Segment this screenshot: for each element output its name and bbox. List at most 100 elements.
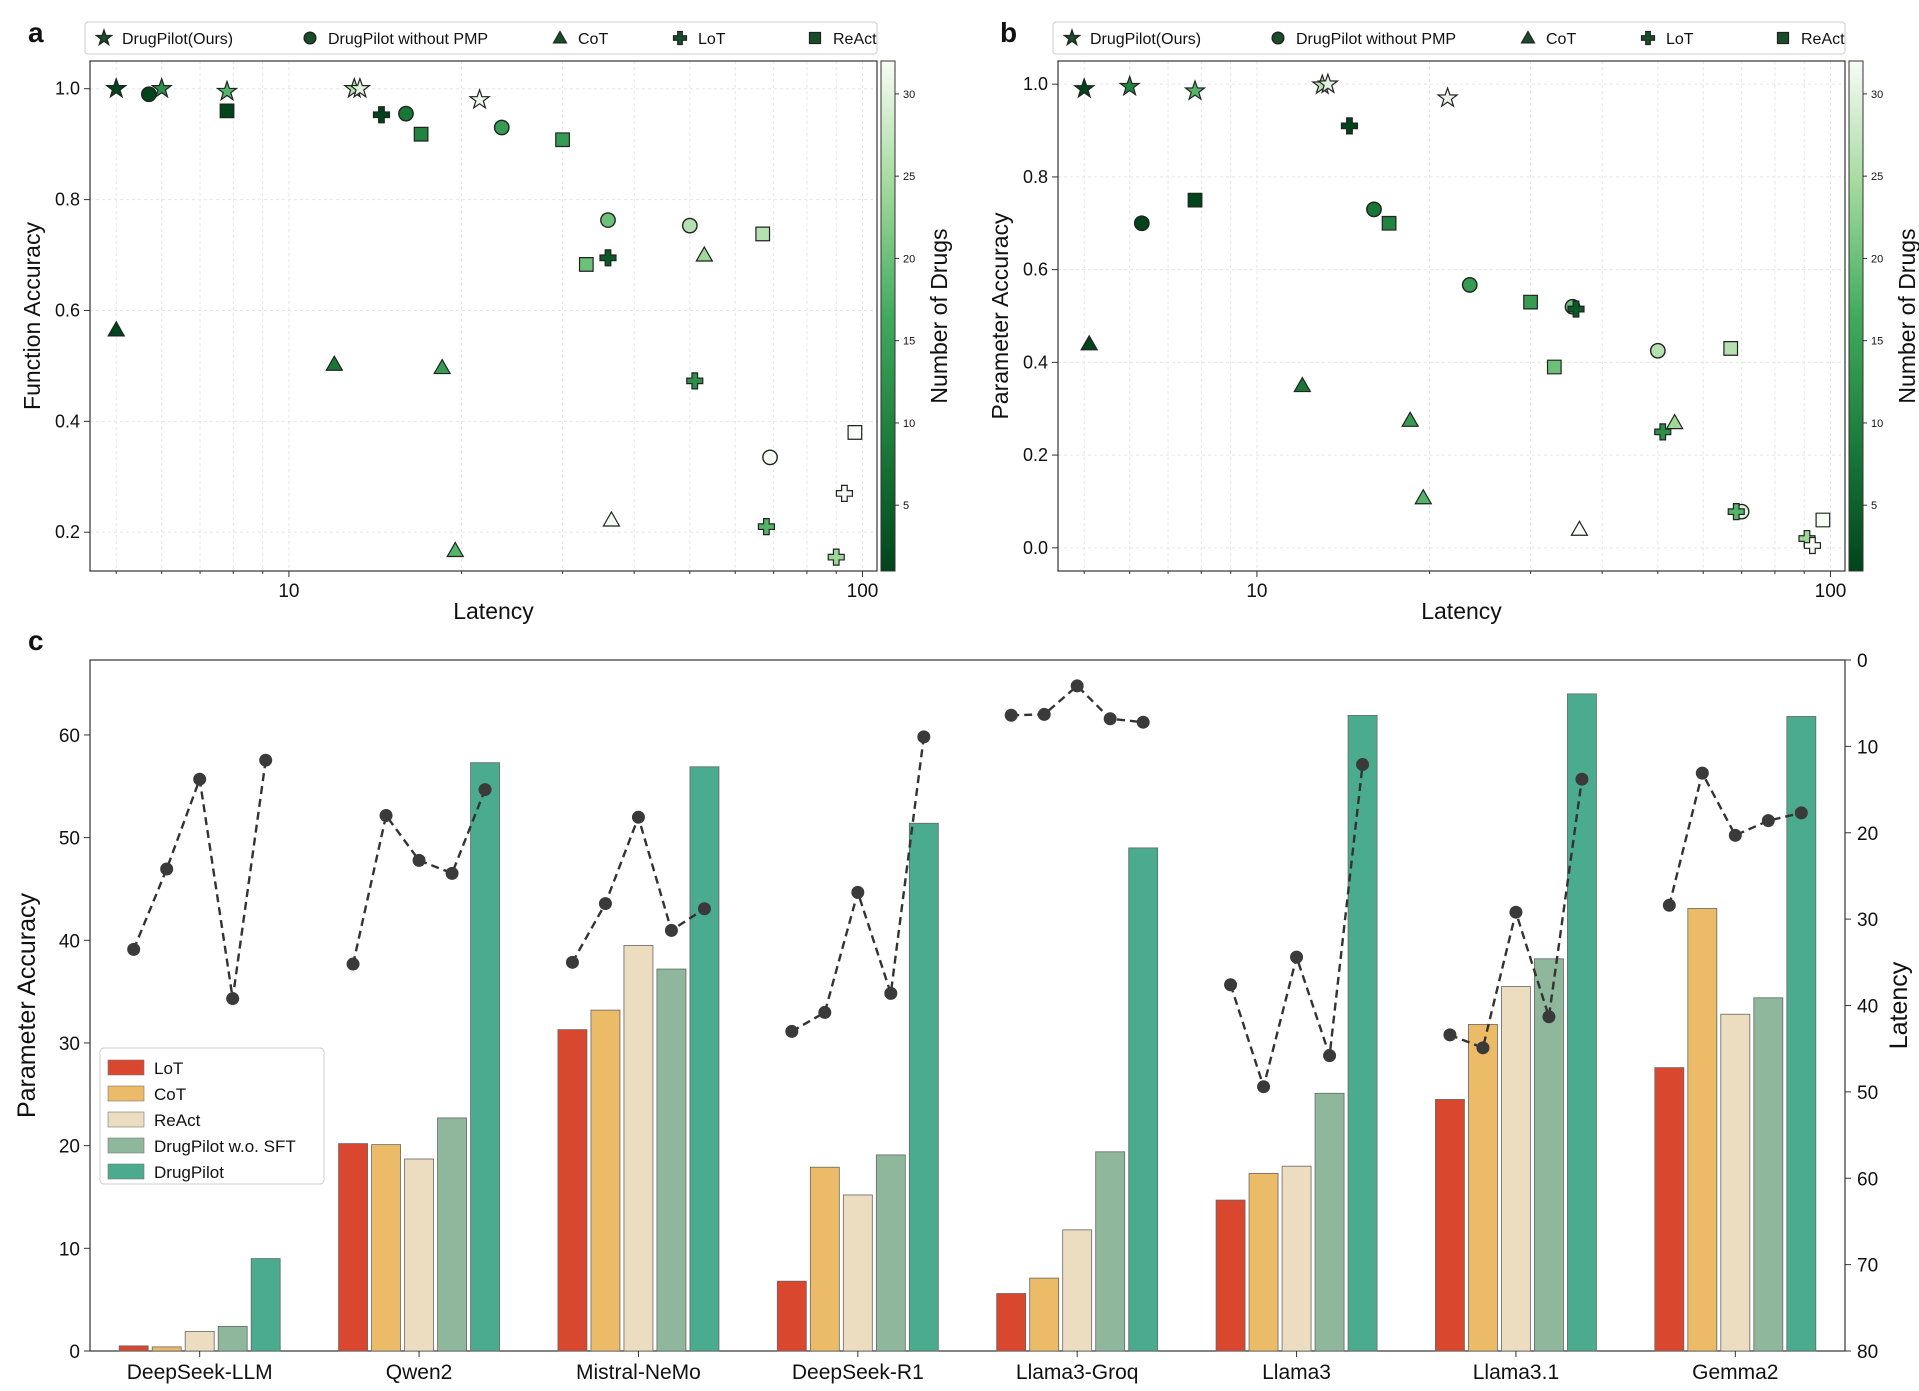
latency-point <box>884 986 898 1000</box>
point-square <box>219 103 235 119</box>
latency-point <box>1794 806 1808 820</box>
legend-swatch <box>107 1111 145 1128</box>
legend-marker-circle <box>303 31 317 45</box>
legend-label: DrugPilot w.o. SFT <box>154 1137 296 1156</box>
bar-react <box>404 1158 434 1352</box>
point-square <box>1723 341 1739 356</box>
panel-label-a: a <box>28 17 44 48</box>
y-tick-label: 0.2 <box>1023 445 1048 465</box>
latency-point <box>160 862 174 876</box>
point-plus <box>1567 300 1585 318</box>
bar-lot <box>557 1029 588 1352</box>
legend-box <box>99 1047 325 1185</box>
legend-marker-square <box>808 31 822 45</box>
bar-react <box>623 945 654 1352</box>
point-circle <box>1461 277 1478 293</box>
point-circle <box>681 217 698 234</box>
latency-point <box>631 810 645 824</box>
legend-label: LoT <box>154 1059 183 1078</box>
x-tick-label: Llama3-Groq <box>1016 1361 1139 1384</box>
point-plus <box>599 249 617 267</box>
legend-label: ReAct <box>1801 31 1845 48</box>
point-circle <box>1366 201 1382 218</box>
point-triangle <box>433 358 452 375</box>
latency-point <box>1575 772 1589 786</box>
bar-lot <box>118 1345 149 1352</box>
legend-label: DrugPilot <box>154 1163 224 1182</box>
colorbar-tick-label: 25 <box>903 171 915 183</box>
point-square <box>1815 512 1831 528</box>
point-circle <box>762 449 778 466</box>
point-star <box>1072 76 1096 99</box>
latency-point <box>1662 898 1676 912</box>
latency-line <box>1668 769 1802 906</box>
latency-point <box>1037 707 1051 721</box>
point-triangle <box>695 245 714 262</box>
legend-swatch <box>107 1163 145 1180</box>
point-triangle <box>107 320 126 337</box>
point-triangle <box>602 510 621 527</box>
bar-cot <box>1687 908 1718 1352</box>
point-triangle <box>1401 411 1420 427</box>
y2-tick-label: 20 <box>1857 824 1878 845</box>
bar-drugpilot <box>1567 693 1597 1352</box>
point-triangle <box>1665 413 1684 430</box>
latency-point <box>1542 1010 1556 1024</box>
bar-drugpilot <box>689 766 720 1352</box>
latency-line <box>571 813 706 963</box>
latency-point <box>412 853 426 867</box>
latency-line <box>132 760 267 999</box>
y-tick-label: 20 <box>59 1137 80 1158</box>
bar-cot <box>590 1009 621 1352</box>
latency-point <box>1443 1028 1457 1042</box>
point-plus <box>686 372 704 390</box>
panel-a-scatter: 10 100 0.2 0.4 0.6 0.8 1.0 Latency Function Accu… <box>19 21 952 624</box>
bar-react <box>1720 1013 1751 1352</box>
plot-frame <box>89 60 878 572</box>
y-tick-label: 1.0 <box>55 79 80 99</box>
bar-react <box>1281 1165 1312 1352</box>
bar-react <box>842 1194 873 1352</box>
y2-tick-label: 0 <box>1857 651 1868 672</box>
legend-label: ReAct <box>833 31 877 48</box>
point-square <box>1381 215 1397 231</box>
y-axis-label: Parameter Accuracy <box>13 892 41 1118</box>
legend-marker-circle <box>1271 31 1285 45</box>
y-tick-label: 0.4 <box>1023 352 1048 372</box>
y2-tick-label: 70 <box>1857 1256 1878 1277</box>
latency-point <box>1070 679 1084 693</box>
plot-frame <box>1057 60 1846 572</box>
point-star <box>215 79 239 102</box>
point-star <box>104 76 128 99</box>
y2-tick-label: 30 <box>1857 910 1878 931</box>
bar-drugpilot-w-o-sft <box>1534 958 1564 1352</box>
point-triangle <box>1414 488 1433 505</box>
x-tick-label: DeepSeek-R1 <box>792 1361 924 1384</box>
colorbar-tick-label: 10 <box>903 418 915 430</box>
latency-line <box>791 736 925 1033</box>
x-tick-label: Qwen2 <box>386 1361 453 1384</box>
bar-drugpilot-w-o-sft <box>875 1154 906 1352</box>
legend-label: ReAct <box>154 1111 201 1130</box>
legend-label: DrugPilot(Ours) <box>122 31 233 48</box>
colorbar-tick-label: 25 <box>1871 171 1883 183</box>
y-tick-label: 30 <box>59 1034 80 1055</box>
colorbar <box>880 60 896 572</box>
bar-cot <box>371 1144 401 1352</box>
point-circle <box>493 119 510 136</box>
y-axis-label: Parameter Accuracy <box>987 212 1013 420</box>
latency-line <box>351 789 487 965</box>
colorbar-label: Number of Drugs <box>1894 228 1919 403</box>
point-circle <box>398 105 414 122</box>
latency-point <box>1224 978 1238 992</box>
legend-label: CoT <box>1546 31 1576 48</box>
point-square <box>413 126 429 142</box>
latency-point <box>851 885 865 899</box>
y-tick-label: 0.0 <box>1023 538 1048 558</box>
point-triangle <box>1293 376 1312 393</box>
bar-cot <box>1468 1024 1498 1352</box>
bar-lot <box>1654 1067 1685 1352</box>
legend-swatch <box>107 1059 145 1076</box>
point-plus <box>1803 536 1822 555</box>
